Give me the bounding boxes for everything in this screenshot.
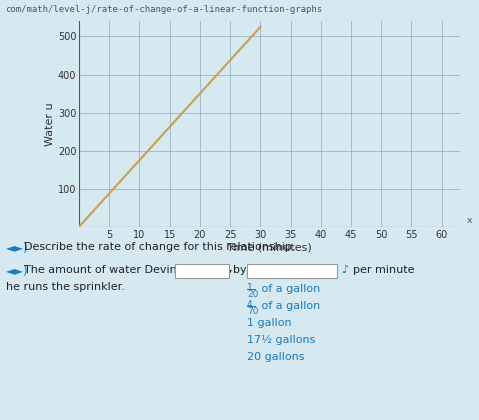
Bar — [247, 264, 337, 278]
Text: per minute: per minute — [353, 265, 414, 275]
Text: of a gallon: of a gallon — [258, 284, 320, 294]
Text: 20: 20 — [247, 290, 258, 299]
Text: 70: 70 — [247, 307, 259, 316]
Text: 20 gallons: 20 gallons — [247, 352, 305, 362]
Text: of a gallon: of a gallon — [258, 301, 320, 311]
X-axis label: Time (minutes): Time (minutes) — [227, 242, 312, 252]
Text: Describe the rate of change for this relationship.: Describe the rate of change for this rel… — [24, 242, 296, 252]
Text: 17½ gallons: 17½ gallons — [247, 335, 315, 345]
Text: by: by — [233, 265, 247, 275]
Text: com/math/level-j/rate-of-change-of-a-linear-function-graphs: com/math/level-j/rate-of-change-of-a-lin… — [5, 5, 322, 14]
Y-axis label: Water u: Water u — [45, 102, 55, 146]
Text: increases: increases — [178, 265, 228, 275]
Text: 1: 1 — [247, 283, 253, 292]
Text: ◄►): ◄►) — [6, 265, 29, 278]
Text: ◄►): ◄►) — [6, 242, 29, 255]
Text: 4: 4 — [247, 300, 252, 309]
Text: ▾: ▾ — [227, 266, 232, 276]
Text: x: x — [467, 216, 472, 225]
Text: ♪: ♪ — [341, 265, 348, 275]
Text: he runs the sprinkler.: he runs the sprinkler. — [6, 282, 125, 292]
Bar — [175, 264, 229, 278]
Text: The amount of water Devin uses: The amount of water Devin uses — [24, 265, 206, 275]
Text: 1 gallon: 1 gallon — [247, 318, 292, 328]
